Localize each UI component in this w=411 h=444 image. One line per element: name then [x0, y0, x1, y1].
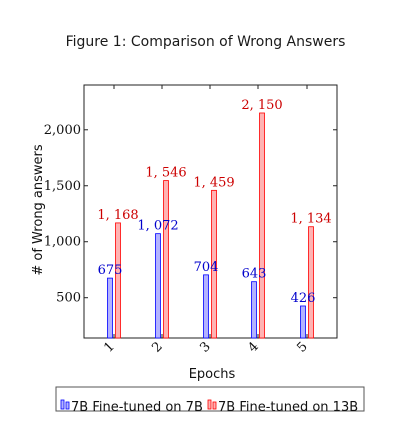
data-label: 1, 134 — [290, 212, 331, 227]
data-label: 2, 150 — [241, 98, 282, 113]
bar-series-7b-4 — [251, 281, 257, 339]
y-axis-ticks: 500 1,000 1,500 2,000 — [44, 123, 337, 306]
bar-series-7b-3 — [203, 274, 209, 339]
data-label: 643 — [242, 267, 267, 282]
legend-item: 7B Fine-tuned on 7B — [60, 399, 203, 415]
y-tick-label: 2,000 — [44, 123, 81, 138]
bar-series-13b-1 — [115, 222, 121, 339]
bar-series-13b-4 — [259, 112, 265, 339]
bar-series-7b-1 — [107, 277, 113, 339]
legend-swatch — [212, 401, 217, 410]
y-axis-label: # of Wrong answers — [31, 144, 46, 276]
bar-series-7b-2 — [155, 233, 161, 339]
data-label: 1, 546 — [145, 166, 186, 181]
data-labels: 675 1, 072 704 643 426 1, 168 1, 546 1, 459 2, 1… — [97, 98, 331, 306]
bar-series-13b-3 — [211, 189, 217, 339]
bars — [107, 112, 314, 339]
legend-label: 7B Fine-tuned on 13B — [218, 400, 358, 415]
x-tick-label: 5 — [294, 339, 310, 355]
y-tick-label: 1,000 — [44, 235, 81, 250]
data-label: 1, 072 — [137, 219, 178, 234]
bar-series-13b-2 — [163, 180, 169, 339]
chart-title: Figure 1: Comparison of Wrong Answers — [65, 34, 346, 50]
data-label: 704 — [194, 260, 219, 275]
y-tick-label: 500 — [56, 291, 81, 306]
x-axis-label: Epochs — [189, 367, 236, 382]
x-tick-label: 1 — [101, 339, 117, 355]
legend-swatch — [65, 401, 70, 410]
x-tick-label: 4 — [245, 339, 261, 355]
y-tick-label: 1,500 — [44, 179, 81, 194]
data-label: 1, 459 — [193, 175, 234, 190]
legend-item: 7B Fine-tuned on 13B — [207, 399, 358, 415]
bar-series-7b-5 — [300, 305, 306, 339]
data-label: 426 — [291, 291, 316, 306]
data-label: 675 — [98, 263, 123, 278]
bar-series-13b-5 — [308, 226, 314, 339]
legend-swatch — [207, 399, 212, 410]
data-label: 1, 168 — [97, 208, 138, 223]
x-tick-label: 3 — [197, 339, 213, 355]
legend: 7B Fine-tuned on 7B 7B Fine-tuned on 13B — [55, 386, 365, 415]
legend-swatch — [60, 399, 65, 410]
legend-label: 7B Fine-tuned on 7B — [71, 400, 203, 415]
x-tick-label: 2 — [149, 339, 165, 355]
